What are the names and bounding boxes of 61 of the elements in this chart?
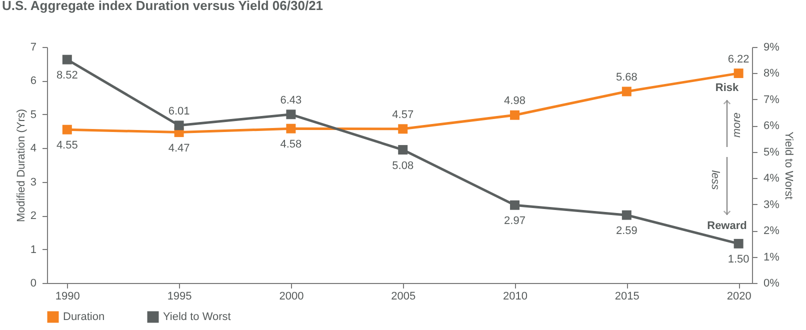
y2-tick-label: 4%: [764, 172, 780, 185]
data-label: 8.52: [56, 70, 78, 82]
y-tick-label: 4: [30, 142, 36, 155]
data-label: 5.68: [616, 72, 638, 84]
point: [510, 110, 520, 120]
x-tick-label: 1990: [55, 290, 80, 302]
legend-label: Duration: [63, 311, 105, 323]
data-label: 4.98: [504, 95, 526, 108]
annotation: more: [731, 112, 743, 138]
y-tick-label: 5: [30, 108, 36, 121]
x-tick-label: 2000: [279, 290, 304, 302]
x-tick-label: 2010: [503, 290, 528, 302]
y2-tick-label: 2%: [764, 225, 780, 238]
point: [398, 145, 408, 155]
point: [286, 124, 296, 134]
y2-tick-label: 0%: [764, 278, 780, 290]
y2-tick-label: 6%: [764, 120, 780, 132]
data-label: 1.50: [728, 254, 750, 266]
x-tick-label: 1995: [167, 290, 192, 302]
point: [174, 120, 184, 130]
y2-tick-label: 7%: [764, 94, 780, 106]
data-label: 2.59: [616, 225, 638, 238]
x-tick-label: 2005: [391, 290, 416, 302]
data-label: 5.08: [392, 160, 414, 172]
point: [622, 210, 632, 220]
y-tick-label: 7: [30, 42, 36, 54]
y-tick-label: 0: [30, 278, 36, 290]
annotation: less: [709, 170, 721, 190]
x-tick-label: 2015: [614, 290, 640, 302]
point: [622, 86, 632, 96]
y2-tick-label: 3%: [764, 198, 780, 211]
y2-tick-label: 8%: [764, 68, 780, 80]
data-label: 4.47: [168, 142, 190, 154]
data-label: 6.22: [728, 53, 750, 66]
data-label: 6.43: [280, 94, 302, 106]
point: [286, 110, 296, 120]
point: [510, 200, 520, 210]
y-axis-title: Modified Duration (Yrs): [15, 108, 28, 222]
y2-axis-title: Yield to Worst: [782, 132, 794, 200]
annotation: Risk: [715, 82, 740, 94]
y-tick-label: 2: [30, 210, 36, 222]
point: [734, 238, 744, 248]
data-label: 4.58: [280, 138, 302, 151]
data-label: 6.01: [168, 105, 190, 118]
point: [398, 124, 408, 134]
data-label: 4.55: [56, 140, 78, 152]
point: [62, 124, 72, 134]
data-label: 2.97: [504, 215, 526, 228]
y-tick-label: 1: [30, 244, 36, 256]
y-tick-label: 6: [30, 75, 36, 88]
point: [62, 54, 72, 64]
chart-title: U.S. Aggregate index Duration versus Yield 06/30/21: [2, 0, 324, 13]
legend-label: Yield to Worst: [163, 311, 231, 323]
y-tick-label: 3: [30, 176, 36, 188]
x-tick-label: 2020: [726, 290, 752, 302]
annotation: Reward: [707, 220, 747, 232]
data-label: 4.57: [392, 108, 414, 121]
y2-tick-label: 1%: [764, 251, 780, 264]
y2-tick-label: 5%: [764, 146, 780, 158]
point: [734, 68, 744, 78]
y2-tick-label: 9%: [764, 42, 780, 54]
